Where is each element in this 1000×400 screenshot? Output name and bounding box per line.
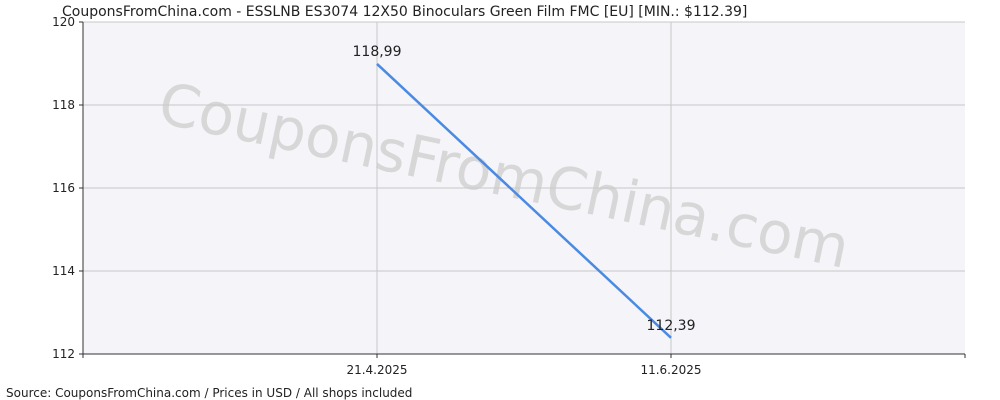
x-tick-label: 11.6.2025 bbox=[640, 363, 701, 377]
chart-title: CouponsFromChina.com - ESSLNB ES3074 12X… bbox=[62, 4, 747, 20]
source-note: Source: CouponsFromChina.com / Prices in… bbox=[6, 386, 412, 400]
price-line bbox=[376, 63, 672, 339]
y-tick-label: 114 bbox=[52, 264, 75, 278]
data-label: 118,99 bbox=[353, 44, 402, 60]
y-tick-label: 118 bbox=[52, 98, 75, 112]
data-label: 112,39 bbox=[647, 318, 696, 334]
y-tick-label: 120 bbox=[52, 15, 75, 29]
y-tick-label: 112 bbox=[52, 347, 75, 361]
x-tick-label: 21.4.2025 bbox=[346, 363, 407, 377]
y-tick-label: 116 bbox=[52, 181, 75, 195]
